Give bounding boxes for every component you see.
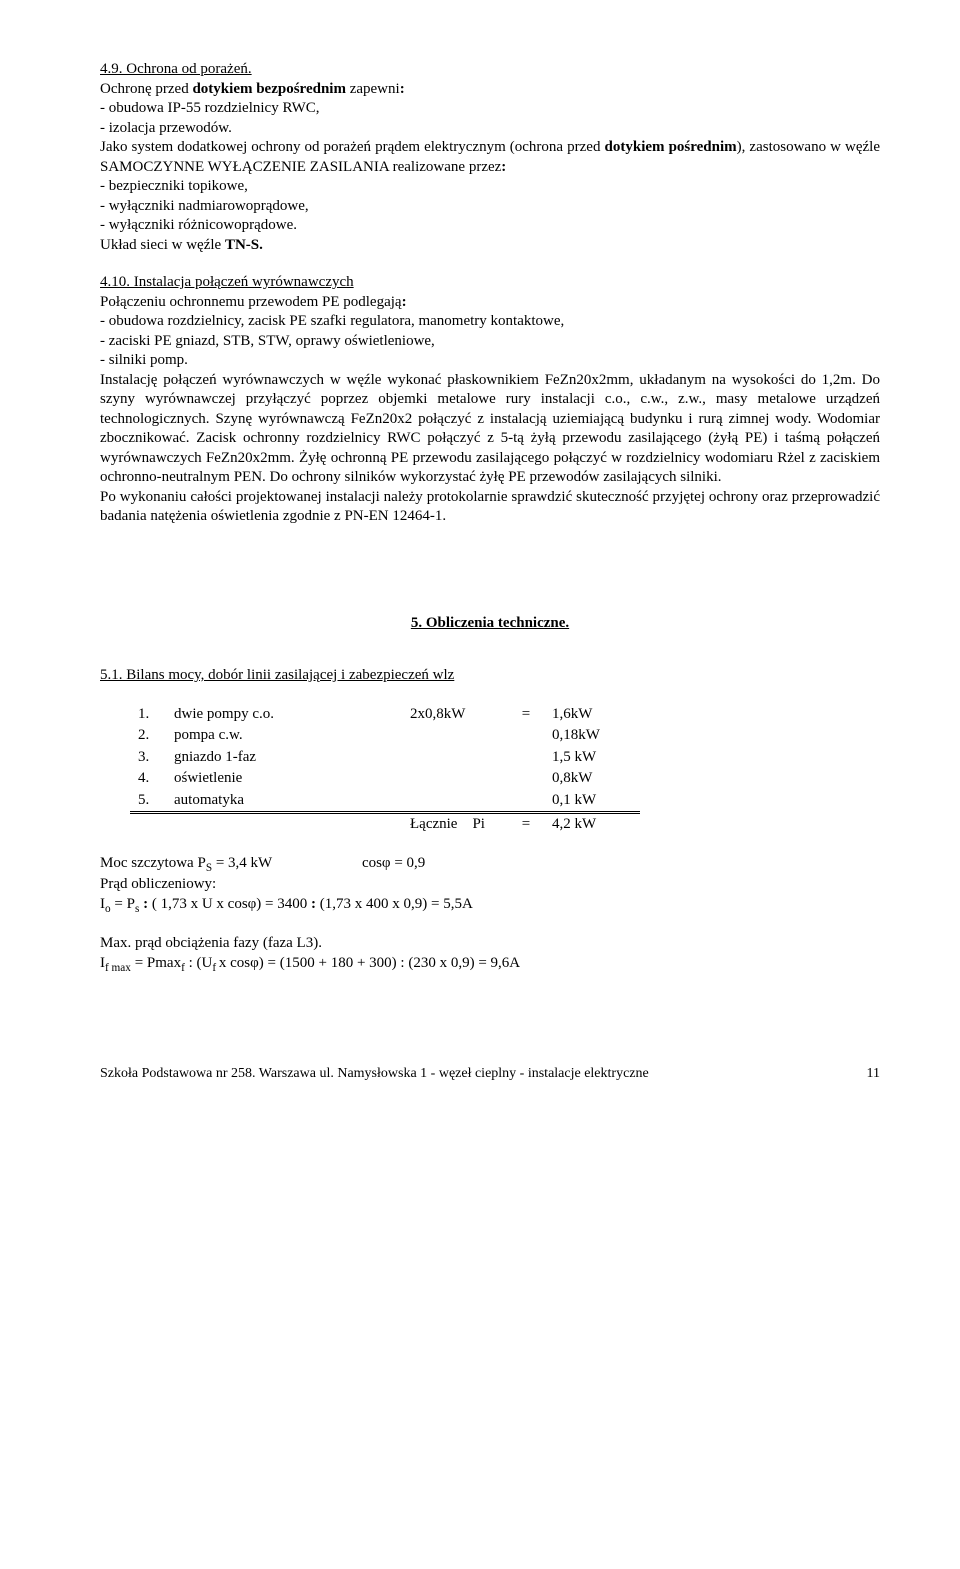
table-row: 2. pompa c.w. 0,18kW — [130, 725, 640, 747]
moc-szczytowa: Moc szczytowa PS = 3,4 kW cosφ = 0,9 — [100, 854, 880, 876]
heading-5-1: 5.1. Bilans mocy, dobór linii zasilające… — [100, 666, 880, 686]
s49-b1: - obudowa IP-55 rozdzielnicy RWC, — [100, 99, 880, 119]
s49-b3: - bezpieczniki topikowe, — [100, 177, 880, 197]
s410-body2: Po wykonaniu całości projektowanej insta… — [100, 488, 880, 527]
io-formula: Io = Ps : ( 1,73 x U x cosφ) = 3400 : (1… — [100, 895, 880, 917]
table-sum-row: Łącznie Pi = 4,2 kW — [130, 813, 640, 836]
heading-5: 5. Obliczenia techniczne. — [100, 614, 880, 634]
power-table: 1. dwie pompy c.o. 2x0,8kW = 1,6kW 2. po… — [130, 704, 640, 836]
heading-4-9: 4.9. Ochrona od porażeń. — [100, 60, 880, 80]
table-row: 4. oświetlenie 0,8kW — [130, 768, 640, 790]
s410-body: Instalację połączeń wyrównawczych w węźl… — [100, 371, 880, 488]
s410-p1: Połączeniu ochronnemu przewodem PE podle… — [100, 293, 880, 313]
table-row: 3. gniazdo 1-faz 1,5 kW — [130, 747, 640, 769]
s410-b1: - obudowa rozdzielnicy, zacisk PE szafki… — [100, 312, 880, 332]
prad-obliczeniowy-label: Prąd obliczeniowy: — [100, 875, 880, 895]
heading-4-10: 4.10. Instalacja połączeń wyrównawczych — [100, 273, 880, 293]
table-row: 5. automatyka 0,1 kW — [130, 790, 640, 813]
s410-b3: - silniki pomp. — [100, 351, 880, 371]
s49-b5: - wyłączniki różnicowoprądowe. — [100, 216, 880, 236]
s49-b4: - wyłączniki nadmiarowoprądowe, — [100, 197, 880, 217]
footer-text: Szkoła Podstawowa nr 258. Warszawa ul. N… — [100, 1065, 649, 1083]
page-number: 11 — [867, 1065, 880, 1083]
s49-b2: - izolacja przewodów. — [100, 119, 880, 139]
s410-b2: - zaciski PE gniazd, STB, STW, oprawy oś… — [100, 332, 880, 352]
s49-p1: Ochronę przed dotykiem bezpośrednim zape… — [100, 80, 880, 100]
s49-p2: Jako system dodatkowej ochrony od poraże… — [100, 138, 880, 177]
if-formula: If max = Pmaxf : (Uf x cosφ) = (1500 + 1… — [100, 954, 880, 976]
s49-p3: Układ sieci w węźle TN-S. — [100, 236, 880, 256]
table-row: 1. dwie pompy c.o. 2x0,8kW = 1,6kW — [130, 704, 640, 726]
max-prad-label: Max. prąd obciążenia fazy (faza L3). — [100, 934, 880, 954]
footer: Szkoła Podstawowa nr 258. Warszawa ul. N… — [100, 1065, 880, 1083]
